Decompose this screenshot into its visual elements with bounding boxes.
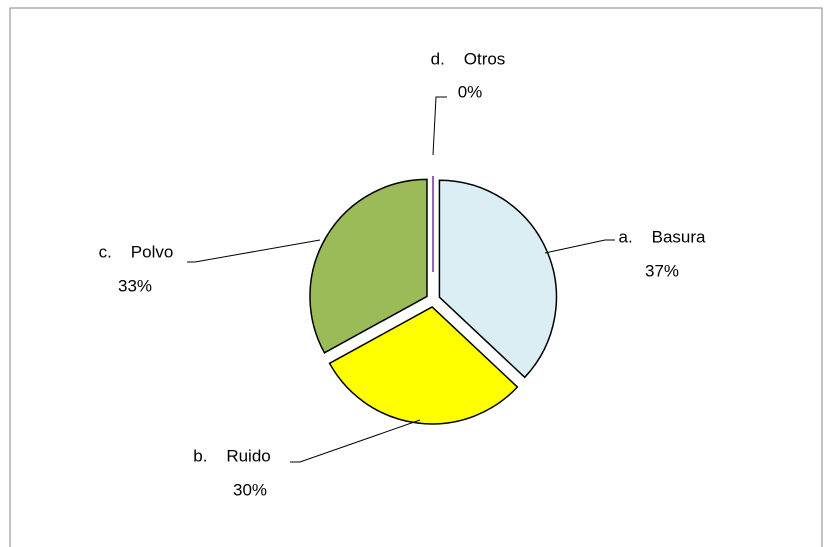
leader-line bbox=[187, 239, 321, 263]
leader-line bbox=[432, 96, 447, 156]
pie-slice bbox=[438, 179, 558, 379]
pie-slice bbox=[328, 306, 519, 425]
leader-line bbox=[544, 239, 615, 254]
chart-border bbox=[9, 7, 823, 547]
slice-value-label: 30% bbox=[233, 480, 267, 499]
slice-value-label: 33% bbox=[118, 276, 152, 295]
slice-value-label: 37% bbox=[645, 261, 679, 280]
slice-value-label: 0% bbox=[458, 82, 483, 101]
slice-label: d. Otros bbox=[431, 49, 506, 68]
pie-slice bbox=[309, 178, 428, 354]
slice-label: c. Polvo bbox=[99, 242, 174, 261]
leader-line bbox=[290, 419, 421, 463]
slice-label: a. Basura bbox=[619, 227, 706, 246]
slice-label: b. Ruido bbox=[193, 446, 271, 465]
